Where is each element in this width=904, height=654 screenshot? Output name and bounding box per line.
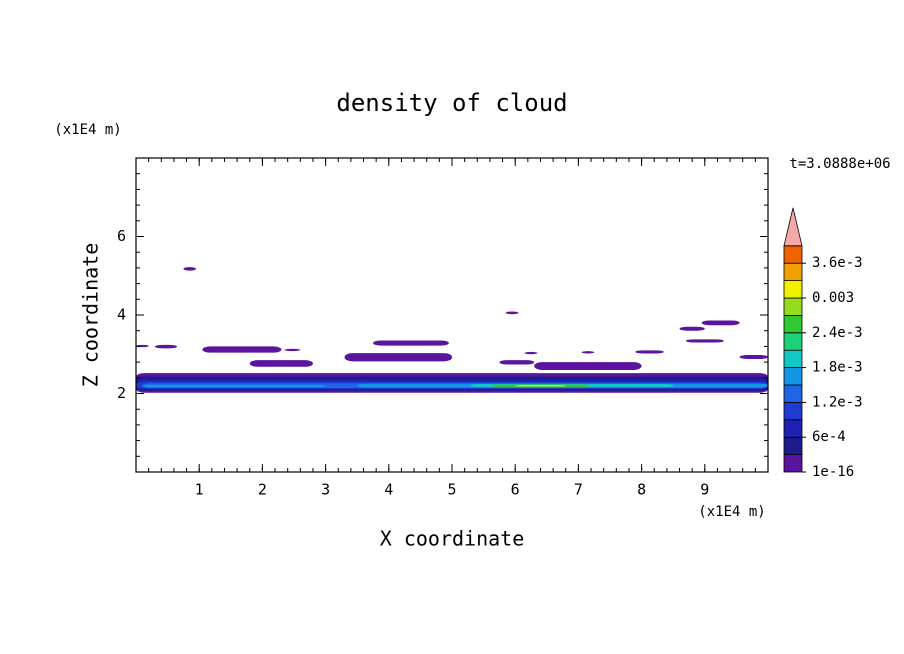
x-tick-label: 9	[700, 481, 709, 499]
contour-region	[534, 362, 642, 370]
y-axis-label: Z coordinate	[79, 243, 103, 388]
x-tick-label: 6	[511, 481, 520, 499]
colorbar-box	[783, 436, 803, 456]
chart-title: density of cloud	[336, 89, 567, 117]
x-tick-label: 4	[384, 481, 393, 499]
colorbar-box	[783, 262, 803, 282]
contour-region	[685, 339, 724, 343]
contour-region	[249, 360, 313, 367]
x-tick-label: 2	[258, 481, 267, 499]
colorbar-tick-label: 2.4e-3	[812, 325, 863, 341]
x-tick-label: 1	[195, 481, 204, 499]
plot-frame	[135, 157, 769, 473]
colorbar-box	[783, 349, 803, 369]
colorbar-tick-label: 1.8e-3	[812, 360, 863, 376]
colorbar-box	[783, 314, 803, 334]
colorbar-extension	[783, 207, 803, 247]
colorbar-tick-label: 1.2e-3	[812, 394, 863, 410]
contour-region	[344, 353, 452, 362]
y-tick-label: 2	[117, 384, 126, 402]
y-tick-label: 6	[117, 227, 126, 245]
contour-region	[499, 360, 535, 365]
x-axis-label: X coordinate	[380, 527, 525, 551]
contour-region	[679, 326, 705, 331]
colorbar-tick-label: 6e-4	[812, 429, 846, 445]
contour-region	[202, 346, 282, 353]
colorbar-tick-label: 3.6e-3	[812, 255, 863, 271]
y-unit: (x1E4 m)	[54, 122, 121, 138]
colorbar-tick-label: 1e-16	[812, 464, 854, 480]
colorbar-box	[783, 401, 803, 421]
contour-region	[515, 385, 566, 387]
contour-region	[635, 350, 664, 354]
contour-region	[373, 340, 449, 346]
contour-region	[701, 320, 740, 326]
contour-region	[142, 384, 326, 388]
contour-region	[524, 351, 538, 355]
x-tick-label: 5	[447, 481, 456, 499]
time-label: t=3.0888e+06	[789, 156, 890, 172]
x-tick-label: 7	[574, 481, 583, 499]
x-unit: (x1E4 m)	[698, 504, 765, 520]
colorbar-box	[783, 454, 803, 473]
contour-region	[739, 355, 768, 359]
colorbar-box	[783, 280, 803, 299]
colorbar-box	[783, 332, 803, 351]
colorbar-box	[783, 245, 803, 264]
colorbar-box	[783, 384, 803, 403]
contour-region	[505, 311, 519, 315]
colorbar-box	[783, 419, 803, 438]
colorbar-box	[783, 297, 803, 316]
contour-region	[154, 344, 178, 349]
x-tick-label: 3	[321, 481, 330, 499]
colorbar-box	[783, 367, 803, 386]
colorbar-tick-label: 0.003	[812, 290, 854, 306]
y-tick-label: 4	[117, 306, 126, 324]
contour-region	[183, 267, 197, 271]
x-tick-label: 8	[637, 481, 646, 499]
contour-region	[581, 351, 595, 354]
contour-region	[284, 348, 301, 352]
